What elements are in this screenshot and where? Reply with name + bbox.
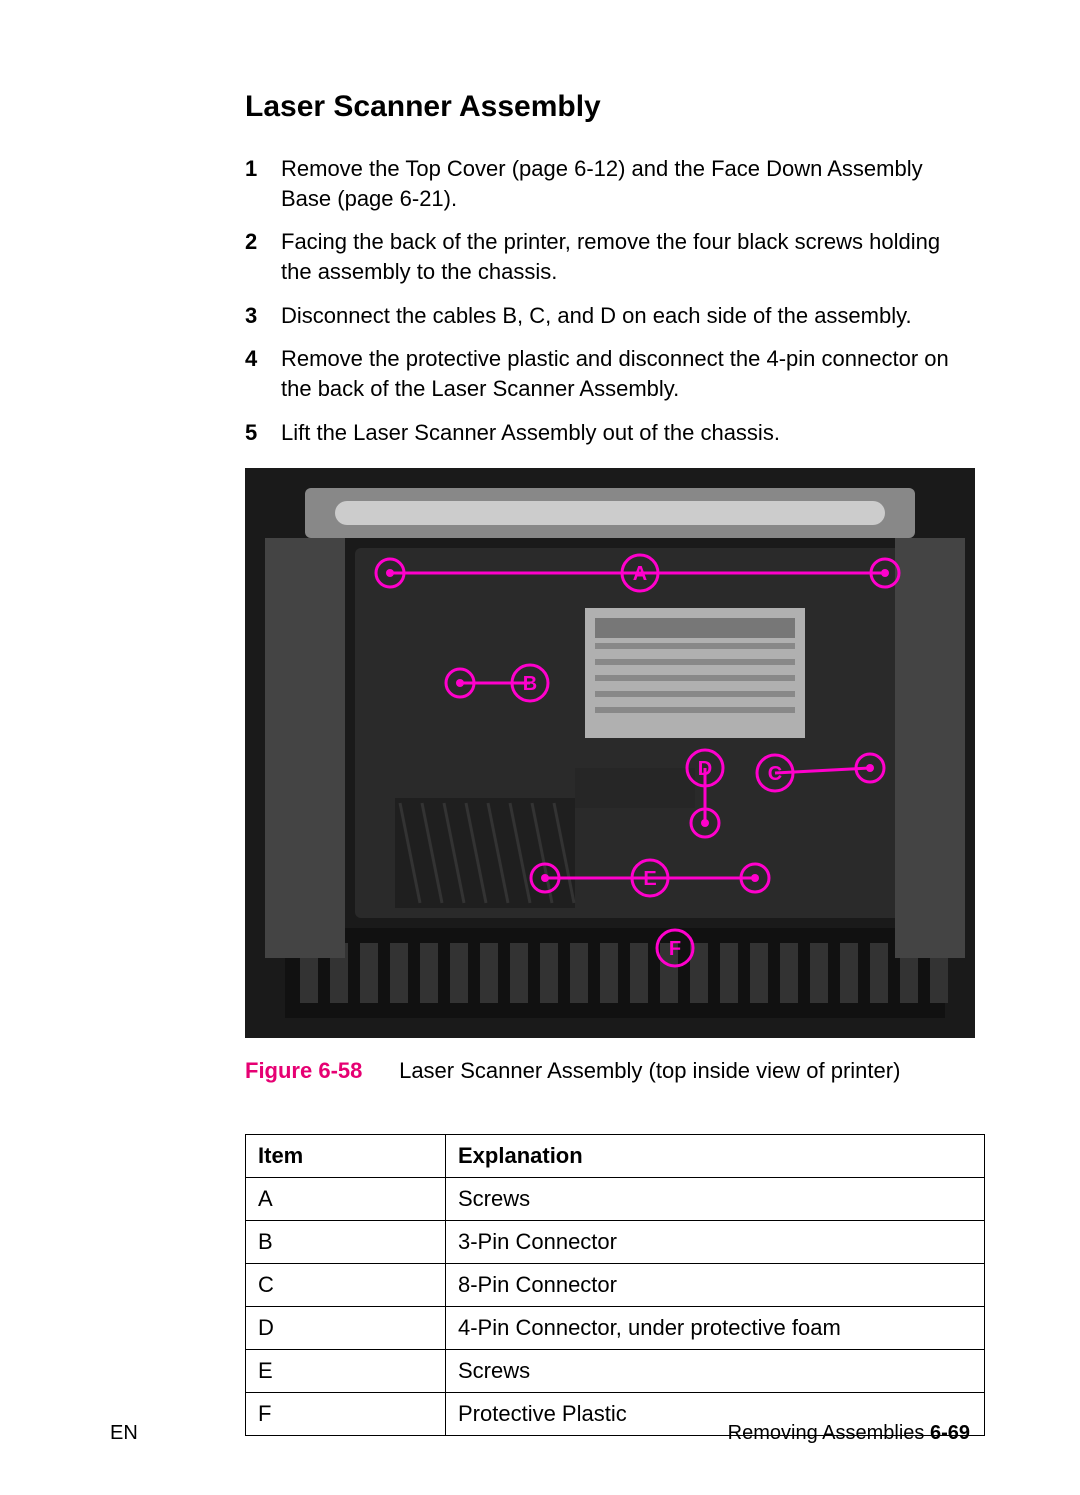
step-number: 4 [245,344,281,403]
step-text: Remove the protective plastic and discon… [281,344,970,403]
step-number: 2 [245,227,281,286]
step-item: 2Facing the back of the printer, remove … [245,227,970,286]
step-text: Lift the Laser Scanner Assembly out of t… [281,418,970,448]
explanation-table: ItemExplanation AScrewsB3-Pin ConnectorC… [245,1134,985,1436]
steps-list: 1Remove the Top Cover (page 6-12) and th… [245,154,970,448]
figure-label: Figure 6-58 [245,1058,362,1083]
table-cell: Screws [446,1177,985,1220]
table-cell: 8-Pin Connector [446,1263,985,1306]
svg-text:E: E [643,868,656,890]
step-number: 5 [245,418,281,448]
table-header: Explanation [446,1134,985,1177]
svg-text:C: C [768,763,782,785]
step-text: Facing the back of the printer, remove t… [281,227,970,286]
table-row: AScrews [246,1177,985,1220]
diagram-svg: A B C D E F [245,468,975,1038]
figure-caption: Figure 6-58 Laser Scanner Assembly (top … [245,1058,970,1084]
svg-text:D: D [698,758,712,780]
table-cell: E [246,1349,446,1392]
footer-left: EN [110,1422,138,1445]
table-cell: Screws [446,1349,985,1392]
table-row: B3-Pin Connector [246,1220,985,1263]
table-header: Item [246,1134,446,1177]
table-row: EScrews [246,1349,985,1392]
table-cell: B [246,1220,446,1263]
figure-image: A B C D E F [245,468,970,1038]
page-footer: EN Removing Assemblies 6-69 [110,1422,970,1445]
table-row: D4-Pin Connector, under protective foam [246,1306,985,1349]
step-item: 4Remove the protective plastic and disco… [245,344,970,403]
step-text: Remove the Top Cover (page 6-12) and the… [281,154,970,213]
table-cell: A [246,1177,446,1220]
table-cell: 4-Pin Connector, under protective foam [446,1306,985,1349]
table-cell: C [246,1263,446,1306]
step-item: 3Disconnect the cables B, C, and D on ea… [245,301,970,331]
figure-caption-text: Laser Scanner Assembly (top inside view … [399,1058,900,1083]
page-title: Laser Scanner Assembly [245,90,970,124]
step-text: Disconnect the cables B, C, and D on eac… [281,301,970,331]
step-item: 1Remove the Top Cover (page 6-12) and th… [245,154,970,213]
svg-text:A: A [633,563,647,585]
table-cell: 3-Pin Connector [446,1220,985,1263]
svg-text:F: F [669,938,681,960]
step-item: 5Lift the Laser Scanner Assembly out of … [245,418,970,448]
table-row: C8-Pin Connector [246,1263,985,1306]
table-cell: D [246,1306,446,1349]
step-number: 3 [245,301,281,331]
step-number: 1 [245,154,281,213]
svg-text:B: B [523,673,537,695]
footer-right: Removing Assemblies 6-69 [728,1422,970,1445]
